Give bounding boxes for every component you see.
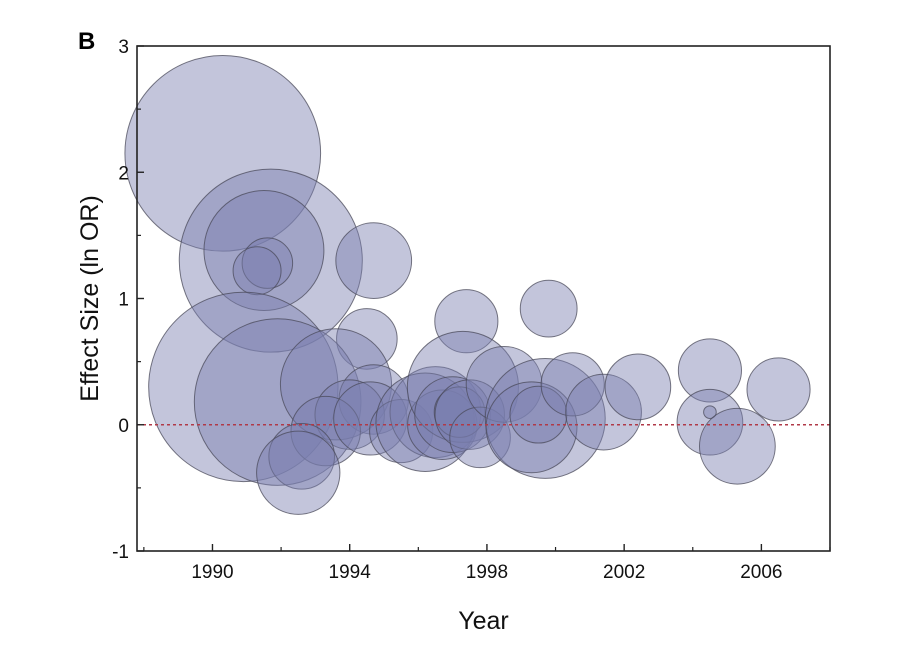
bubble-point-23 — [414, 376, 491, 454]
bubble-point-10 — [279, 328, 393, 441]
x-tick-label-2002: 2002 — [603, 562, 645, 583]
bubble-point-35 — [677, 338, 742, 403]
bubble-point-3 — [203, 190, 325, 311]
bubble-point-34 — [604, 353, 672, 421]
x-tick-label-2006: 2006 — [740, 562, 782, 583]
bubble-point-15 — [256, 430, 341, 515]
y-tick-label-2: 2 — [118, 163, 129, 184]
bubble-point-19 — [375, 372, 475, 472]
y-axis-title: Effect Size (ln OR) — [76, 195, 104, 402]
bubble-point-5 — [232, 246, 282, 296]
bubble-point-28 — [519, 279, 578, 338]
panel-label: B — [78, 28, 96, 55]
bubble-layer — [124, 54, 811, 515]
bubble-point-16 — [333, 381, 408, 456]
y-tick-label--1: -1 — [112, 542, 129, 563]
x-tick-label-1998: 1998 — [466, 562, 508, 583]
bubble-point-14 — [268, 422, 335, 490]
bubble-point-26 — [449, 406, 511, 469]
y-tick-label-3: 3 — [118, 37, 129, 58]
bubble-point-31 — [509, 385, 568, 444]
x-tick-label-1994: 1994 — [329, 562, 372, 583]
bubble-point-9 — [193, 318, 362, 486]
y-axis: -1 0 1 2 3 — [112, 37, 144, 563]
bubble-point-32 — [540, 352, 605, 417]
bubble-point-4 — [241, 237, 294, 289]
bubble-point-27 — [465, 345, 543, 423]
bubble-point-29 — [484, 357, 606, 479]
bubble-point-17 — [369, 399, 434, 464]
bubble-point-13 — [290, 395, 361, 467]
bubble-point-38 — [698, 407, 776, 485]
bubble-point-1 — [124, 54, 322, 252]
x-axis-title: Year — [458, 607, 509, 635]
bubble-point-24 — [433, 386, 486, 438]
bubble-point-37 — [703, 405, 717, 419]
bubble-point-2 — [178, 168, 363, 353]
bubble-point-21 — [434, 289, 499, 354]
bubble-point-7 — [336, 308, 398, 370]
bubble-point-6 — [335, 222, 413, 299]
bubble-point-36 — [676, 388, 744, 456]
bubble-point-39 — [746, 357, 811, 422]
y-tick-label-1: 1 — [118, 290, 129, 311]
y-tick-label-0: 0 — [118, 416, 129, 437]
x-axis: 1990 1994 1998 2002 2006 — [143, 544, 831, 583]
x-tick-label-1990: 1990 — [191, 562, 233, 583]
bubble-point-30 — [485, 381, 578, 474]
bubble-point-33 — [565, 373, 642, 451]
